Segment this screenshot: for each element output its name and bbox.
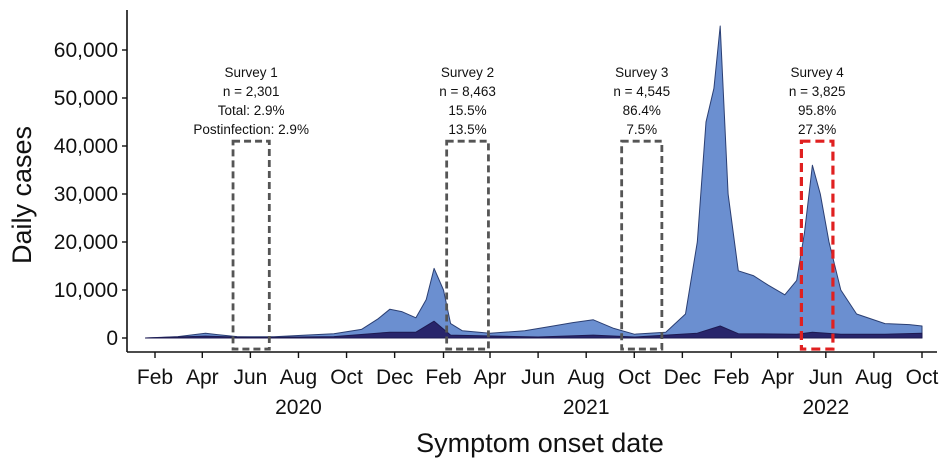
x-tick-label: Apr: [474, 366, 507, 389]
x-tick-label: Dec: [664, 366, 701, 389]
survey-box-2: [445, 139, 490, 351]
survey-box-1: [231, 139, 271, 351]
x-tick-label: Apr: [186, 366, 219, 389]
x-ticks-group: Feb Apr Jun Aug Oct Dec Feb Apr Jun Aug Oct Dec Feb A…: [137, 352, 939, 389]
survey-box-4: [799, 139, 835, 351]
x-tick-label: Oct: [906, 366, 939, 389]
x-tick-label: Apr: [761, 366, 794, 389]
x-tick-label: Oct: [330, 366, 363, 389]
survey-box-3: [620, 139, 664, 351]
survey-annotations: Survey 1 n = 2,301 Total: 2.9% Postinfectio…: [193, 65, 846, 351]
y-tick-label: 60,000: [54, 39, 118, 62]
x-tick-label: Feb: [713, 366, 749, 389]
year-label: 2022: [802, 396, 849, 419]
survey-title: Survey 4: [791, 65, 845, 80]
y-tick-label: 30,000: [54, 183, 118, 206]
year-label: 2021: [563, 396, 610, 419]
survey-n: n = 2,301: [223, 84, 280, 99]
survey-line3: 95.8%: [798, 103, 836, 118]
x-tick-label: Feb: [137, 366, 173, 389]
x-tick-label: Dec: [376, 366, 413, 389]
axes-group: [126, 10, 937, 353]
y-tick-label: 50,000: [54, 87, 118, 110]
survey-n: n = 3,825: [789, 84, 846, 99]
survey-n: n = 4,545: [613, 84, 670, 99]
y-tick-label: 10,000: [54, 279, 118, 302]
area-series-group: [145, 25, 923, 339]
survey-line3: 15.5%: [448, 103, 486, 118]
x-tick-label: Feb: [425, 366, 461, 389]
survey-line3: Total: 2.9%: [218, 103, 285, 118]
survey-line4: 7.5%: [626, 122, 657, 137]
x-tick-label: Aug: [568, 366, 605, 389]
x-axis-title: Symptom onset date: [416, 428, 664, 458]
y-tick-label: 40,000: [54, 135, 118, 158]
y-tick-label: 0: [106, 327, 118, 350]
y-axis-title: Daily cases: [7, 126, 37, 264]
year-label: 2020: [275, 396, 322, 419]
x-tick-label: Aug: [855, 366, 892, 389]
y-tick-label: 20,000: [54, 231, 118, 254]
y-ticks-group: 0 10,000 20,000 30,000 40,000 50,000 60,000: [54, 39, 127, 350]
survey-title: Survey 2: [441, 65, 494, 80]
x-tick-label: Jun: [809, 366, 843, 389]
x-tick-label: Jun: [521, 366, 555, 389]
year-labels-group: 2020 2021 2022: [275, 396, 849, 419]
survey-title: Survey 1: [225, 65, 278, 80]
x-tick-label: Oct: [618, 366, 651, 389]
survey-line4: 27.3%: [798, 122, 836, 137]
area-series-2: [145, 320, 923, 339]
survey-line3: 86.4%: [623, 103, 661, 118]
x-tick-label: Jun: [233, 366, 267, 389]
survey-line4: 13.5%: [448, 122, 486, 137]
x-tick-label: Aug: [280, 366, 317, 389]
survey-line4: Postinfection: 2.9%: [193, 122, 309, 137]
survey-n: n = 8,463: [439, 84, 496, 99]
area-series-1: [145, 25, 923, 339]
survey-title: Survey 3: [615, 65, 668, 80]
